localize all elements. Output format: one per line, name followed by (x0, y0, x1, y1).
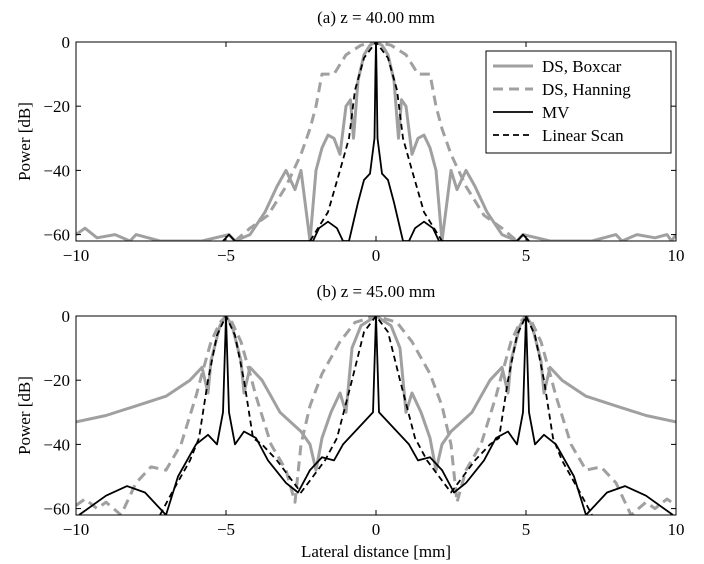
x-tick-label: 5 (522, 246, 531, 265)
x-tick-label: −5 (217, 520, 235, 539)
x-tick-label: −10 (63, 520, 90, 539)
x-tick-label: −5 (217, 246, 235, 265)
y-tick-label: −40 (43, 161, 70, 180)
chart-title: (b) z = 45.00 mm (317, 282, 436, 301)
y-tick-label: −20 (43, 97, 70, 116)
x-tick-label: 10 (668, 520, 685, 539)
legend-label-3: Linear Scan (542, 126, 624, 145)
legend: DS, Boxcar DS, Hanning MV Linear Scan (485, 50, 672, 154)
legend-label-1: DS, Hanning (542, 80, 631, 99)
chart-panel-0: −10 −5 0 5 10 0 −20 −40 −60 (a) z = 40.00 mm Power… (15, 8, 685, 265)
y-tick-label: −60 (43, 500, 70, 519)
x-tick-label: 0 (372, 246, 381, 265)
x-axis-label: Lateral distance [mm] (301, 542, 451, 561)
series-line-2 (222, 42, 530, 241)
legend-box (485, 50, 672, 154)
y-tick-label: 0 (62, 307, 71, 326)
chart-panel-1: −10 −5 0 5 10 0 −20 −40 −60 (b) z = 45.00 mm Power… (15, 282, 685, 561)
series-line-1 (234, 42, 518, 241)
x-tick-label: −10 (63, 246, 90, 265)
y-axis-label: Power [dB] (15, 376, 34, 455)
y-tick-label: −20 (43, 371, 70, 390)
x-tick-label: 0 (372, 520, 381, 539)
series-group (76, 42, 676, 241)
series-line-2 (78, 316, 674, 515)
chart-title: (a) z = 40.00 mm (317, 8, 435, 27)
series-line-1 (76, 316, 676, 515)
y-tick-label: 0 (62, 33, 71, 52)
axes-box (75, 315, 677, 516)
legend-label-0: DS, Boxcar (542, 57, 622, 76)
y-tick-label: −60 (43, 226, 70, 245)
series-group (76, 316, 676, 515)
y-tick-label: −40 (43, 435, 70, 454)
x-tick-label: 10 (668, 246, 685, 265)
series-line-3 (159, 316, 593, 515)
legend-label-2: MV (542, 103, 570, 122)
y-axis-label: Power [dB] (15, 102, 34, 181)
x-tick-label: 5 (522, 520, 531, 539)
